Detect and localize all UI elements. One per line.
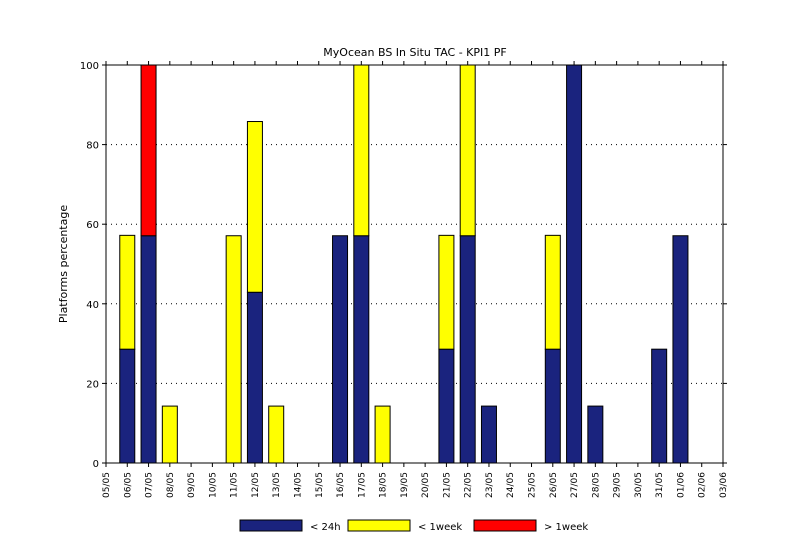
x-tick-label: 09/05 (187, 472, 197, 498)
legend-item: < 1week (347, 519, 462, 533)
x-tick-label: 02/06 (698, 472, 708, 498)
y-axis-label: Platforms percentage (57, 205, 70, 323)
legend-swatch (473, 519, 537, 532)
x-tick-label: 16/05 (336, 472, 346, 498)
x-tick-label: 03/06 (719, 472, 729, 498)
bar-segment (544, 348, 561, 464)
bar-segment (332, 235, 349, 464)
x-tick-label: 06/05 (123, 472, 133, 498)
bar-segment (268, 405, 285, 464)
x-tick-label: 19/05 (400, 472, 410, 498)
y-tick-label: 60 (86, 220, 99, 231)
bar-segment (566, 64, 583, 464)
x-tick-label: 24/05 (506, 472, 516, 498)
x-tick-label: 12/05 (251, 472, 261, 498)
legend-item: > 1week (473, 519, 588, 533)
bar-segment (225, 235, 242, 464)
x-tick-label: 10/05 (208, 472, 218, 498)
bar-segment (438, 234, 455, 350)
x-tick-label: 07/05 (145, 472, 155, 498)
x-tick-label: 05/05 (102, 472, 112, 498)
bar-segment (353, 235, 370, 464)
legend-label: > 1week (544, 522, 588, 533)
bar-segment (161, 405, 178, 464)
bar-segment (140, 64, 157, 237)
chart-title: MyOcean BS In Situ TAC - KPI1 PF (323, 46, 506, 59)
x-tick-label: 08/05 (166, 472, 176, 498)
x-tick-label: 11/05 (230, 472, 240, 498)
x-tick-label: 29/05 (613, 472, 623, 498)
y-tick-label: 40 (86, 300, 99, 311)
legend-item: < 24h (239, 519, 341, 533)
bar-segment (672, 235, 689, 464)
x-tick-label: 28/05 (591, 472, 601, 498)
legend-label: < 24h (310, 522, 341, 533)
y-tick-label: 100 (80, 61, 99, 72)
y-tick-label: 20 (86, 379, 99, 390)
x-tick-label: 21/05 (442, 472, 452, 498)
x-tick-label: 27/05 (570, 472, 580, 498)
x-tick-label: 15/05 (315, 472, 325, 498)
x-tick-label: 30/05 (634, 472, 644, 498)
bar-segment (459, 235, 476, 464)
axis-ticks: 0 20 40 60 80 100 05/05 06/05 07/05 08/05 09/05 10/… (80, 61, 729, 498)
bar-segment (246, 121, 263, 293)
x-tick-label: 23/05 (485, 472, 495, 498)
bar-segment (587, 405, 604, 464)
x-tick-label: 13/05 (272, 472, 282, 498)
bar-segment (119, 348, 136, 464)
x-tick-label: 22/05 (464, 472, 474, 498)
bar-segment (119, 234, 136, 350)
bar-segment (651, 348, 668, 464)
x-tick-label: 14/05 (293, 472, 303, 498)
legend: < 24h < 1week > 1week (239, 519, 588, 533)
legend-label: < 1week (418, 522, 462, 533)
bar-segment (544, 234, 561, 350)
bars (119, 64, 689, 464)
legend-swatch (239, 519, 303, 532)
grid-lines (106, 144, 723, 384)
x-tick-label: 25/05 (528, 472, 538, 498)
x-tick-label: 01/06 (676, 472, 686, 498)
bar-segment (459, 64, 476, 237)
x-tick-label: 20/05 (421, 472, 431, 498)
legend-swatch (347, 519, 411, 532)
x-tick-label: 18/05 (379, 472, 389, 498)
x-tick-label: 31/05 (655, 472, 665, 498)
y-tick-label: 80 (86, 141, 99, 152)
bar-segment (480, 405, 497, 464)
bar-segment (140, 235, 157, 464)
bar-segment (246, 291, 263, 464)
bar-segment (438, 348, 455, 464)
x-tick-label: 26/05 (549, 472, 559, 498)
x-tick-label: 17/05 (357, 472, 367, 498)
bar-segment (374, 405, 391, 464)
plot-frame (105, 64, 724, 464)
y-tick-label: 0 (93, 459, 99, 470)
bar-segment (353, 64, 370, 237)
